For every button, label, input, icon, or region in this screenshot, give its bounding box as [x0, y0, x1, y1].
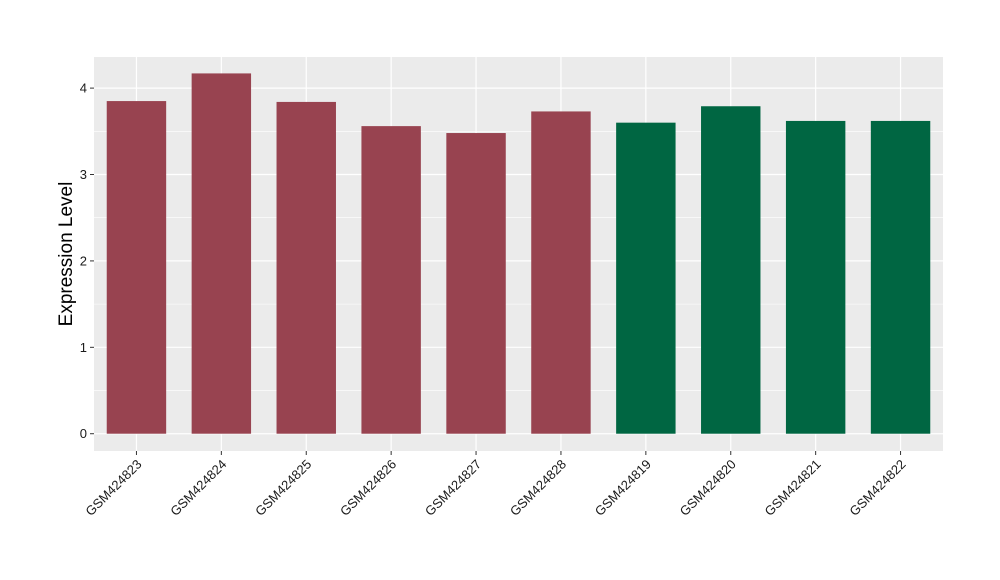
- x-axis: GSM424823 GSM424824 GSM424825 GSM424826 GSM4…: [82, 451, 909, 519]
- bar-GSM424823: [106, 101, 167, 434]
- y-tick-label: 0: [80, 426, 87, 441]
- x-tick-label: GSM424823: [82, 457, 144, 519]
- bar-GSM424824: [191, 73, 252, 434]
- y-tick-label: 4: [80, 81, 87, 96]
- bar-GSM424825: [276, 101, 336, 434]
- bar-GSM424826: [361, 126, 421, 434]
- y-axis-title: Expression Level: [56, 182, 77, 327]
- bar-GSM424819: [616, 122, 676, 434]
- bar-GSM424822: [870, 120, 931, 434]
- bars: [106, 73, 931, 434]
- y-tick-label: 2: [80, 253, 87, 268]
- x-tick-label: GSM424825: [252, 457, 314, 519]
- x-tick-label: GSM424828: [507, 457, 569, 519]
- x-tick-label: GSM424820: [677, 457, 739, 519]
- x-tick-label: GSM424827: [422, 457, 484, 519]
- bar-GSM424827: [446, 133, 506, 434]
- x-tick-label: GSM424822: [846, 457, 908, 519]
- y-axis: 0 1 2 3 4: [80, 81, 94, 441]
- x-tick-label: GSM424824: [167, 457, 229, 519]
- x-tick-label: GSM424826: [337, 457, 399, 519]
- y-tick-label: 1: [80, 340, 87, 355]
- x-tick-label: GSM424819: [592, 457, 654, 519]
- x-tick-label: GSM424821: [762, 457, 824, 519]
- bar-GSM424820: [701, 106, 761, 434]
- y-tick-label: 3: [80, 167, 87, 182]
- bar-GSM424828: [531, 111, 591, 434]
- bar-GSM424821: [785, 120, 846, 434]
